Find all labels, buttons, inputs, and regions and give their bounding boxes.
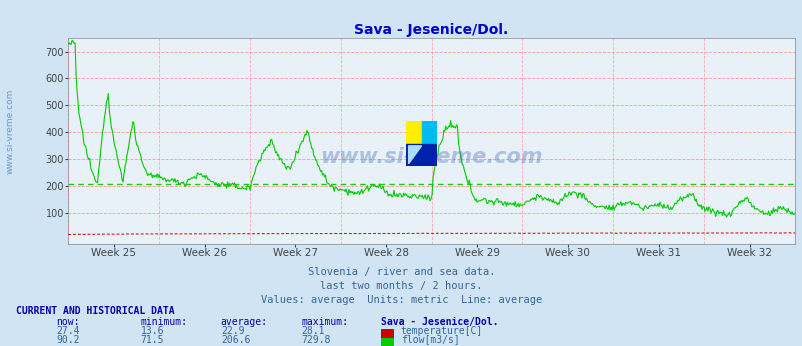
Text: maximum:: maximum: [301, 317, 348, 327]
Text: now:: now: [56, 317, 79, 327]
Text: 90.2: 90.2 [56, 335, 79, 345]
Text: temperature[C]: temperature[C] [400, 326, 482, 336]
Text: Values: average  Units: metric  Line: average: Values: average Units: metric Line: aver… [261, 295, 541, 305]
Text: 71.5: 71.5 [140, 335, 164, 345]
Bar [406, 144, 436, 166]
Text: 206.6: 206.6 [221, 335, 250, 345]
Text: average:: average: [221, 317, 268, 327]
Text: flow[m3/s]: flow[m3/s] [400, 335, 459, 345]
Text: last two months / 2 hours.: last two months / 2 hours. [320, 281, 482, 291]
Bar [406, 121, 421, 144]
Text: 13.6: 13.6 [140, 326, 164, 336]
Text: 22.9: 22.9 [221, 326, 244, 336]
Polygon shape [408, 146, 421, 164]
Text: Slovenia / river and sea data.: Slovenia / river and sea data. [307, 267, 495, 277]
Text: CURRENT AND HISTORICAL DATA: CURRENT AND HISTORICAL DATA [16, 306, 175, 316]
Text: www.si-vreme.com: www.si-vreme.com [320, 147, 542, 167]
Title: Sava - Jesenice/Dol.: Sava - Jesenice/Dol. [354, 23, 508, 37]
Text: 729.8: 729.8 [301, 335, 330, 345]
Text: minimum:: minimum: [140, 317, 188, 327]
Text: Sava - Jesenice/Dol.: Sava - Jesenice/Dol. [381, 317, 498, 327]
Bar [421, 121, 436, 144]
Text: www.si-vreme.com: www.si-vreme.com [5, 89, 14, 174]
Text: 27.4: 27.4 [56, 326, 79, 336]
Text: 28.1: 28.1 [301, 326, 324, 336]
